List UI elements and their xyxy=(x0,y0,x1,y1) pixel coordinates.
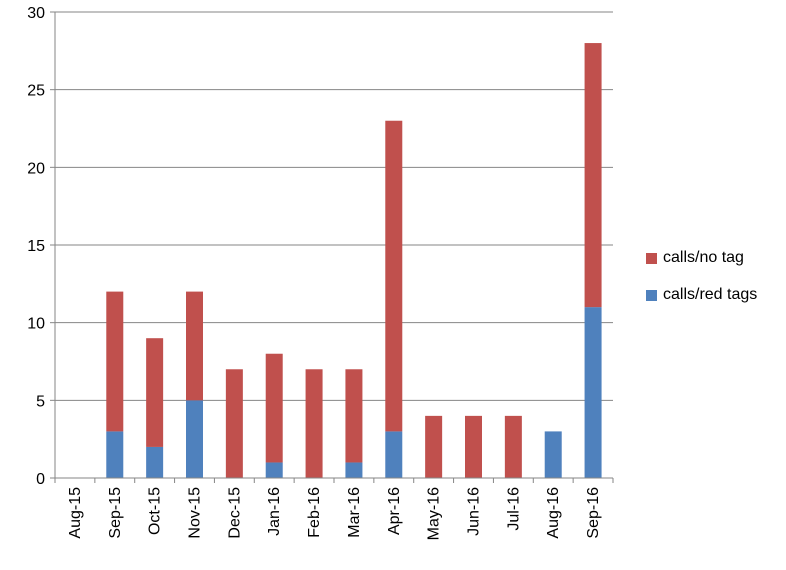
y-tick-label: 5 xyxy=(36,393,45,410)
x-tick-label: May-16 xyxy=(426,487,443,540)
x-tick-label: Aug-15 xyxy=(67,487,84,539)
bar-red-tags xyxy=(345,462,363,478)
bar-no-tag xyxy=(225,369,243,478)
bars xyxy=(106,43,602,478)
bar-red-tags xyxy=(584,307,602,478)
x-tick-labels: Aug-15 Sep-15 Oct-15 Nov-15 Dec-15 Jan-16 Feb-… xyxy=(67,487,602,540)
legend-swatch-no-tag xyxy=(646,252,657,264)
legend-item-no-tag: calls/no tag xyxy=(646,248,757,268)
bar-red-tags xyxy=(106,431,124,478)
bar-red-tags xyxy=(146,446,164,478)
x-tick-label: Jun-16 xyxy=(466,487,483,536)
y-tick-label: 10 xyxy=(27,316,45,333)
legend-label-red-tags: calls/red tags xyxy=(663,286,758,303)
bar-no-tag xyxy=(504,415,522,478)
bar-no-tag xyxy=(305,369,323,478)
bar-no-tag xyxy=(345,369,363,463)
y-tick-label: 15 xyxy=(27,238,45,255)
x-tick-label: Sep-15 xyxy=(107,487,124,539)
gridlines xyxy=(55,11,613,401)
bar-red-tags xyxy=(186,400,203,478)
x-tick-label: Nov-15 xyxy=(187,487,204,539)
y-tick-label: 30 xyxy=(27,5,45,22)
x-tick-label: Sep-16 xyxy=(585,487,602,539)
legend-label-no-tag: calls/no tag xyxy=(663,249,744,266)
y-tick-label: 20 xyxy=(27,160,45,177)
x-tick-label: Jan-16 xyxy=(266,487,283,536)
bar-red-tags xyxy=(544,431,562,478)
y-tick-label: 0 xyxy=(36,471,45,488)
bar-no-tag xyxy=(584,43,602,308)
bar-no-tag xyxy=(385,120,403,432)
bar-no-tag xyxy=(265,353,283,463)
legend-swatch-red-tags xyxy=(646,289,657,301)
x-tick-label: Apr-16 xyxy=(386,487,403,535)
bar-no-tag xyxy=(106,291,124,432)
axes xyxy=(50,11,614,483)
x-tick-label: Mar-16 xyxy=(346,487,363,538)
bar-no-tag xyxy=(186,291,203,401)
y-tick-labels: 0 5 10 15 20 25 30 xyxy=(27,5,45,488)
x-tick-label: Dec-15 xyxy=(226,487,243,539)
bar-red-tags xyxy=(265,462,283,478)
x-tick-label: Aug-16 xyxy=(545,487,562,539)
x-tick-label: Jul-16 xyxy=(505,487,522,531)
bar-no-tag xyxy=(465,415,482,478)
bar-no-tag xyxy=(425,415,443,478)
x-tick-label: Feb-16 xyxy=(306,487,323,538)
bar-red-tags xyxy=(385,431,403,478)
y-tick-label: 25 xyxy=(27,83,45,100)
legend: calls/no tag calls/red tags xyxy=(646,248,757,322)
bar-no-tag xyxy=(146,338,164,447)
x-tick-label: Oct-15 xyxy=(147,487,164,535)
legend-item-red-tags: calls/red tags xyxy=(646,285,757,305)
